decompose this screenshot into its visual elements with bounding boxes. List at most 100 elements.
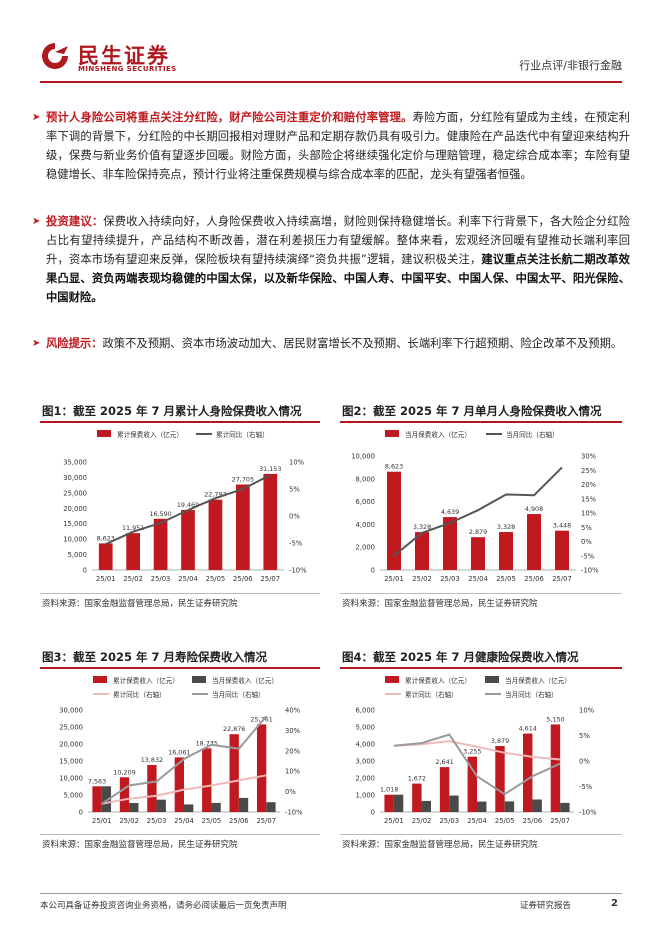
bar xyxy=(208,499,223,570)
bar-value-label: 1,018 xyxy=(380,786,398,794)
x-tick-label: 25/03 xyxy=(440,575,460,583)
bar xyxy=(443,517,457,570)
figure-4-bottom-rule xyxy=(340,834,622,835)
figure-3-rule xyxy=(40,667,320,669)
legend-label: 累计同比（右轴） xyxy=(113,690,166,699)
legend-swatch xyxy=(192,676,206,683)
report-category: 行业点评/非银行金融 xyxy=(519,59,622,72)
legend-swatch xyxy=(93,676,107,683)
paragraph-body: 保费收入持续向好，人身险保费收入持续高增，财险则保持稳健增长。利率下行背景下，各… xyxy=(46,215,630,266)
figure-3-source: 资料来源：国家金融监督管理总局，民生证券研究院 xyxy=(42,840,238,850)
y-tick-label: 3,000 xyxy=(356,758,375,766)
figure-1-chart: 累计保费收入（亿元） 累计同比（右轴） 0 5,000 10,000 15,000 20,0… xyxy=(63,430,307,583)
x-tick-label: 25/05 xyxy=(206,575,226,583)
y-tick-label: 8,000 xyxy=(356,475,375,483)
y-tick-label: 35,000 xyxy=(63,459,87,467)
figure-4-title: 图4：截至 2025 年 7 月健康险保费收入情况 xyxy=(342,650,579,664)
bar xyxy=(387,471,401,570)
bar-value-label: 7,563 xyxy=(88,777,106,785)
bar xyxy=(415,532,429,570)
footer-disclaimer: 本公司具备证券投资咨询业务资格，请务必阅读最后一页免责声明 xyxy=(40,901,287,911)
y2-tick-label: -10% xyxy=(285,809,303,817)
bar-value-label: 22,876 xyxy=(223,725,245,733)
bar-value-label: 18,735 xyxy=(196,739,218,747)
y-tick-label: 1,000 xyxy=(356,792,375,800)
x-tick-label: 25/01 xyxy=(384,575,404,583)
paragraph-emphasis: 建议重点关注长航二期改革效果凸显、资负两端表现均稳健的中国太保，以及新华保险、中… xyxy=(46,253,630,304)
bar xyxy=(263,473,278,570)
y2-tick-label: 0% xyxy=(579,758,590,766)
bar-value-label: 11,951 xyxy=(122,524,144,532)
legend-label: 当月同比（右轴） xyxy=(506,430,559,439)
y2-tick-label: 5% xyxy=(289,486,300,494)
bar-value-label: 13,832 xyxy=(141,756,163,764)
paragraph-outlook: ➤ 预计人身险公司将重点关注分红险，财产险公司注重定价和赔付率管理。寿险方面，分… xyxy=(32,108,630,184)
y2-tick-label: 5% xyxy=(581,524,592,532)
x-tick-label: 25/05 xyxy=(495,817,515,825)
bar xyxy=(471,537,485,570)
y-tick-label: 4,000 xyxy=(356,741,375,749)
y-tick-label: 10,000 xyxy=(351,453,375,461)
y2-tick-label: 10% xyxy=(285,768,301,776)
y2-tick-label: 5% xyxy=(579,732,590,740)
bar xyxy=(184,804,194,812)
minsheng-logo-icon xyxy=(42,43,68,69)
y-tick-label: 20,000 xyxy=(59,741,83,749)
bar-value-label: 31,153 xyxy=(259,465,281,473)
y-tick-label: 6,000 xyxy=(356,707,375,715)
bar-value-label: 16,590 xyxy=(149,510,171,518)
bar xyxy=(238,797,249,812)
bullet-arrow-icon: ➤ xyxy=(32,216,41,227)
legend-swatch xyxy=(385,676,399,683)
legend-label: 当月同比（右轴） xyxy=(505,690,558,699)
legend-label: 当月保费收入（亿元） xyxy=(405,430,471,439)
y-tick-label: 4,000 xyxy=(356,521,375,529)
figure-3-title: 图3：截至 2025 年 7 月寿险保费收入情况 xyxy=(42,650,268,664)
bar-value-label: 16,061 xyxy=(168,748,190,756)
x-tick-label: 25/01 xyxy=(384,817,404,825)
bar xyxy=(119,777,130,812)
y-tick-label: 25,000 xyxy=(59,724,83,732)
bar xyxy=(384,794,394,812)
y-tick-label: 10,000 xyxy=(63,536,87,544)
y2-tick-label: 15% xyxy=(581,495,597,503)
x-tick-label: 25/07 xyxy=(550,817,570,825)
legend-label: 当月保费收入（亿元） xyxy=(505,676,571,685)
paragraph-investment: ➤ 投资建议：保费收入持续向好，人身险保费收入持续高增，财险则保持稳健增长。利率… xyxy=(32,212,630,307)
paragraph-body: 政策不及预期、资本市场波动加大、居民财富增长不及预期、长端利率下行超预期、险企改… xyxy=(102,337,623,350)
legend-label: 当月同比（右轴） xyxy=(212,690,265,699)
bar xyxy=(211,802,221,812)
page-number: 2 xyxy=(611,898,618,909)
bar xyxy=(439,767,450,812)
bar xyxy=(467,756,477,812)
bar xyxy=(499,532,513,570)
brand-name-en: MINSHENG SECURITIES xyxy=(78,65,177,73)
series-line xyxy=(393,740,561,761)
figure-1-source: 资料来源：国家金融监督管理总局，民生证券研究院 xyxy=(42,599,238,609)
x-tick-label: 25/07 xyxy=(260,575,280,583)
bar xyxy=(181,509,195,570)
bar-value-label: 4,908 xyxy=(525,505,543,513)
bar-value-label: 10,209 xyxy=(113,768,135,776)
y-tick-label: 15,000 xyxy=(63,520,87,528)
bar-value-label: 3,879 xyxy=(491,737,509,745)
bar xyxy=(266,802,276,812)
bar xyxy=(550,724,561,812)
bar xyxy=(98,543,113,570)
y2-tick-label: 0% xyxy=(285,788,296,796)
paragraph-heading: 预计人身险公司将重点关注分红险，财产险公司注重定价和赔付率管理。 xyxy=(46,111,413,124)
series-line xyxy=(393,466,563,557)
figure-4-chart: 累计保费收入（亿元） 当月保费收入（亿元） 累计同比（右轴） 当月同比（右轴） 0 1,0… xyxy=(356,676,597,825)
x-tick-label: 25/01 xyxy=(96,575,116,583)
y-tick-label: 0 xyxy=(371,809,375,817)
bar xyxy=(229,734,239,812)
brand-name: 民生证券 xyxy=(78,44,170,68)
x-tick-label: 25/06 xyxy=(524,575,544,583)
y2-tick-label: 10% xyxy=(579,707,595,715)
y2-tick-label: -5% xyxy=(579,783,593,791)
bar-value-label: 22,797 xyxy=(204,491,226,499)
bar xyxy=(449,795,459,812)
y-tick-label: 10,000 xyxy=(59,775,83,783)
bar xyxy=(236,484,250,570)
y-tick-label: 30,000 xyxy=(59,707,83,715)
